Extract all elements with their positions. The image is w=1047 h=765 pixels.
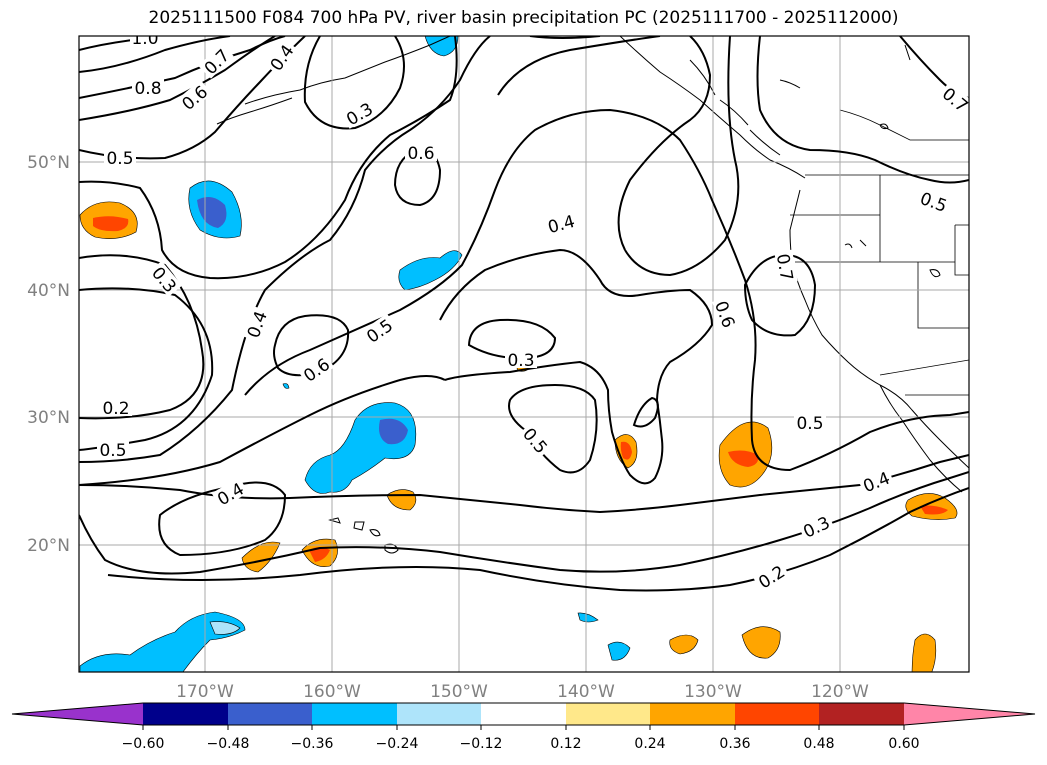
contour-line xyxy=(632,396,659,428)
lon-label: 170°W xyxy=(176,682,234,702)
precip-patch xyxy=(607,641,631,661)
colorbar-extend-high xyxy=(904,703,1035,725)
lon-axis-labels: 170°W 160°W 150°W 140°W 130°W 120°W xyxy=(176,682,869,702)
colorbar-segment xyxy=(312,703,397,725)
alaska-coast xyxy=(244,36,451,105)
lon-label: 160°W xyxy=(303,682,361,702)
colorbar-tick-label: −0.36 xyxy=(291,736,334,752)
colorbar-tick-label: 0.12 xyxy=(550,736,581,752)
contour-label: 1.0 xyxy=(130,29,160,49)
colorbar-tick-label: 0.60 xyxy=(888,736,919,752)
lon-label: 130°W xyxy=(684,682,742,702)
precip-patch xyxy=(911,633,937,672)
precip-patch xyxy=(197,196,227,228)
us-west-coast xyxy=(789,189,969,469)
contour-label: 0.3 xyxy=(505,350,537,371)
contour-line xyxy=(244,108,969,472)
contour-line xyxy=(79,36,491,463)
contour-label-text: 0.5 xyxy=(106,149,133,169)
contour-label: 0.7 xyxy=(772,249,798,285)
contour-label: 0.6 xyxy=(405,143,437,164)
contour-line xyxy=(756,36,969,184)
colorbar: −0.60 −0.48 −0.36 −0.24 −0.12 0.12 0.24 … xyxy=(11,702,1036,752)
colorbar-segment xyxy=(566,703,650,725)
colorbar-tick-label: −0.60 xyxy=(122,736,165,752)
contour-line xyxy=(624,36,740,277)
colorbar-tick-label: −0.12 xyxy=(460,736,503,752)
precip-patch xyxy=(741,626,781,659)
precip-patch xyxy=(93,216,129,232)
precip-patch xyxy=(309,547,330,562)
precip-patch xyxy=(379,418,408,445)
colorbar-tick-label: 0.24 xyxy=(634,736,665,752)
precip-patch xyxy=(282,383,290,389)
contour-label-text: 0.7 xyxy=(772,252,796,282)
precip-patch xyxy=(669,634,699,655)
contour-line xyxy=(303,36,405,130)
lon-label: 120°W xyxy=(811,682,869,702)
contour-label-text: 0.5 xyxy=(796,414,823,434)
contour-label: 0.5 xyxy=(97,440,129,461)
contour-label-text: 1.0 xyxy=(131,29,158,49)
colorbar-segment xyxy=(397,703,481,725)
contour-label: 0.5 xyxy=(104,148,136,169)
plot-frame xyxy=(78,35,970,673)
coastlines xyxy=(216,36,969,554)
canada-province xyxy=(839,109,969,141)
lon-label: 140°W xyxy=(557,682,615,702)
lon-label: 150°W xyxy=(430,682,488,702)
contour-label-text: 0.5 xyxy=(99,441,126,461)
contour-line xyxy=(529,36,601,39)
graticule xyxy=(79,36,969,672)
precip-patch xyxy=(209,621,241,635)
island xyxy=(779,44,911,89)
alaska-panhandle xyxy=(619,36,806,179)
colorbar-segment xyxy=(143,703,228,725)
precip-patch xyxy=(79,611,246,672)
precip-shading xyxy=(79,36,958,672)
baja-coast xyxy=(879,384,963,493)
contour-label: 0.2 xyxy=(100,398,132,419)
lat-label: 20°N xyxy=(27,536,70,556)
island xyxy=(844,123,941,278)
precip-patch xyxy=(577,612,599,623)
state-border xyxy=(790,175,969,396)
lat-axis-labels: 50°N 40°N 30°N 20°N xyxy=(27,153,70,556)
contour-line xyxy=(79,36,231,73)
lat-label: 40°N xyxy=(27,281,70,301)
contour-line xyxy=(79,375,446,486)
contour-line xyxy=(107,487,969,592)
borders xyxy=(790,109,969,396)
colorbar-segment xyxy=(650,703,735,725)
contour-label-text: 0.6 xyxy=(407,144,434,164)
contour-line xyxy=(617,36,712,251)
island xyxy=(328,517,399,554)
colorbar-tick-label: 0.48 xyxy=(803,736,834,752)
colorbar-tick-label: −0.24 xyxy=(376,736,419,752)
colorbar-ticks xyxy=(142,725,905,730)
contour-label-text: 0.2 xyxy=(102,399,129,419)
contour-label-text: 0.3 xyxy=(507,351,534,371)
precip-patch xyxy=(728,450,759,467)
colorbar-segment xyxy=(819,703,904,725)
contour-line xyxy=(79,254,205,420)
lat-label: 50°N xyxy=(27,153,70,173)
contour-label: 0.5 xyxy=(794,413,826,434)
precip-patch xyxy=(620,441,632,460)
map-title: 2025111500 F084 700 hPa PV, river basin … xyxy=(148,8,899,28)
colorbar-tick-label: −0.48 xyxy=(207,736,250,752)
colorbar-segment xyxy=(735,703,819,725)
contour-line xyxy=(497,36,661,96)
colorbar-extend-low xyxy=(12,703,143,725)
contour-label-text: 0.8 xyxy=(134,79,161,99)
colorbar-tick-label: 0.36 xyxy=(719,736,750,752)
colorbar-segment xyxy=(228,703,312,725)
colorbar-segment xyxy=(481,703,566,725)
lat-label: 30°N xyxy=(27,408,70,428)
precip-patch xyxy=(920,505,948,515)
contour-label: 0.8 xyxy=(132,78,164,99)
precip-patch xyxy=(398,250,463,291)
